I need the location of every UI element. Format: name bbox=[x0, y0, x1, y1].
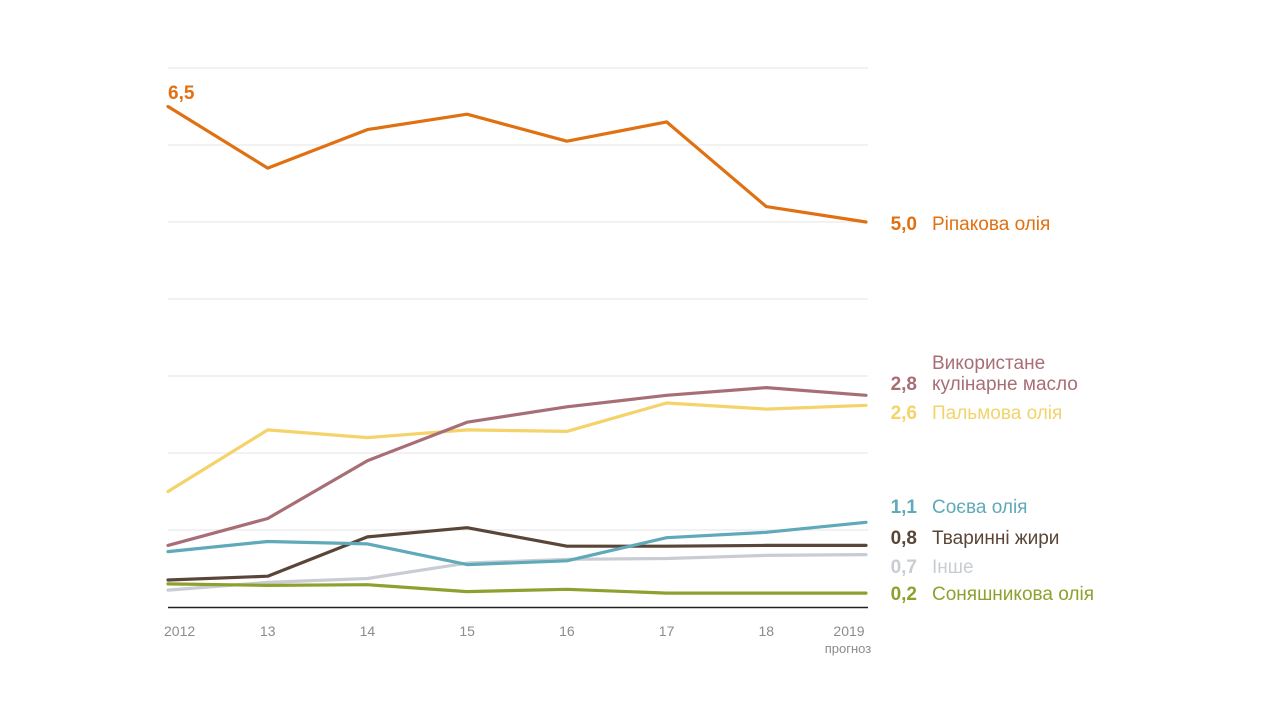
series-lines bbox=[166, 104, 868, 595]
series-label-sunflower: Соняшникова олія bbox=[932, 584, 1094, 605]
x-axis-ticks: 2012 13 14 15 16 17 18 2019 bbox=[164, 623, 865, 639]
value-label-soy: 1,1 bbox=[891, 497, 918, 518]
series-label-soy: Соєва олія bbox=[932, 497, 1027, 518]
value-label-other: 0,7 bbox=[891, 557, 917, 578]
x-tick-label: 15 bbox=[459, 623, 475, 639]
value-label-animal: 0,8 bbox=[891, 528, 917, 549]
gridlines bbox=[168, 67, 868, 531]
series-line-sunflower bbox=[166, 582, 868, 595]
series-label-used_cooking-line2: кулінарне масло bbox=[932, 374, 1078, 395]
value-label-sunflower: 0,2 bbox=[891, 584, 917, 605]
series-label-other: Інше bbox=[932, 557, 974, 578]
series-end-labels: 5,0 Ріпакова олія 2,8 Використанекулінарне … bbox=[891, 214, 1094, 605]
value-label-rapeseed: 5,0 bbox=[891, 214, 917, 235]
series-label-used_cooking-line1: Використане bbox=[932, 353, 1045, 374]
series-label-rapeseed: Ріпакова олія bbox=[932, 214, 1050, 235]
series-label-animal: Тваринні жири bbox=[932, 528, 1059, 549]
start-value-label: 6,5 bbox=[168, 83, 195, 104]
series-line-soy bbox=[166, 520, 868, 567]
value-label-used_cooking: 2,8 bbox=[891, 374, 917, 395]
x-tick-label: 2019 bbox=[833, 623, 864, 639]
series-line-palm bbox=[166, 401, 868, 494]
series-line-rapeseed bbox=[166, 104, 868, 224]
x-tick-label: 14 bbox=[360, 623, 376, 639]
value-label-palm: 2,6 bbox=[891, 403, 917, 424]
series-label-palm: Пальмова олія bbox=[932, 403, 1062, 424]
x-tick-label: 18 bbox=[758, 623, 774, 639]
series-line-animal bbox=[166, 526, 868, 582]
forecast-note: прогноз bbox=[825, 641, 872, 656]
x-tick-label: 2012 bbox=[164, 623, 195, 639]
x-tick-label: 16 bbox=[559, 623, 575, 639]
x-tick-label: 13 bbox=[260, 623, 276, 639]
series-line-used_cooking bbox=[166, 386, 868, 548]
x-tick-label: 17 bbox=[659, 623, 675, 639]
